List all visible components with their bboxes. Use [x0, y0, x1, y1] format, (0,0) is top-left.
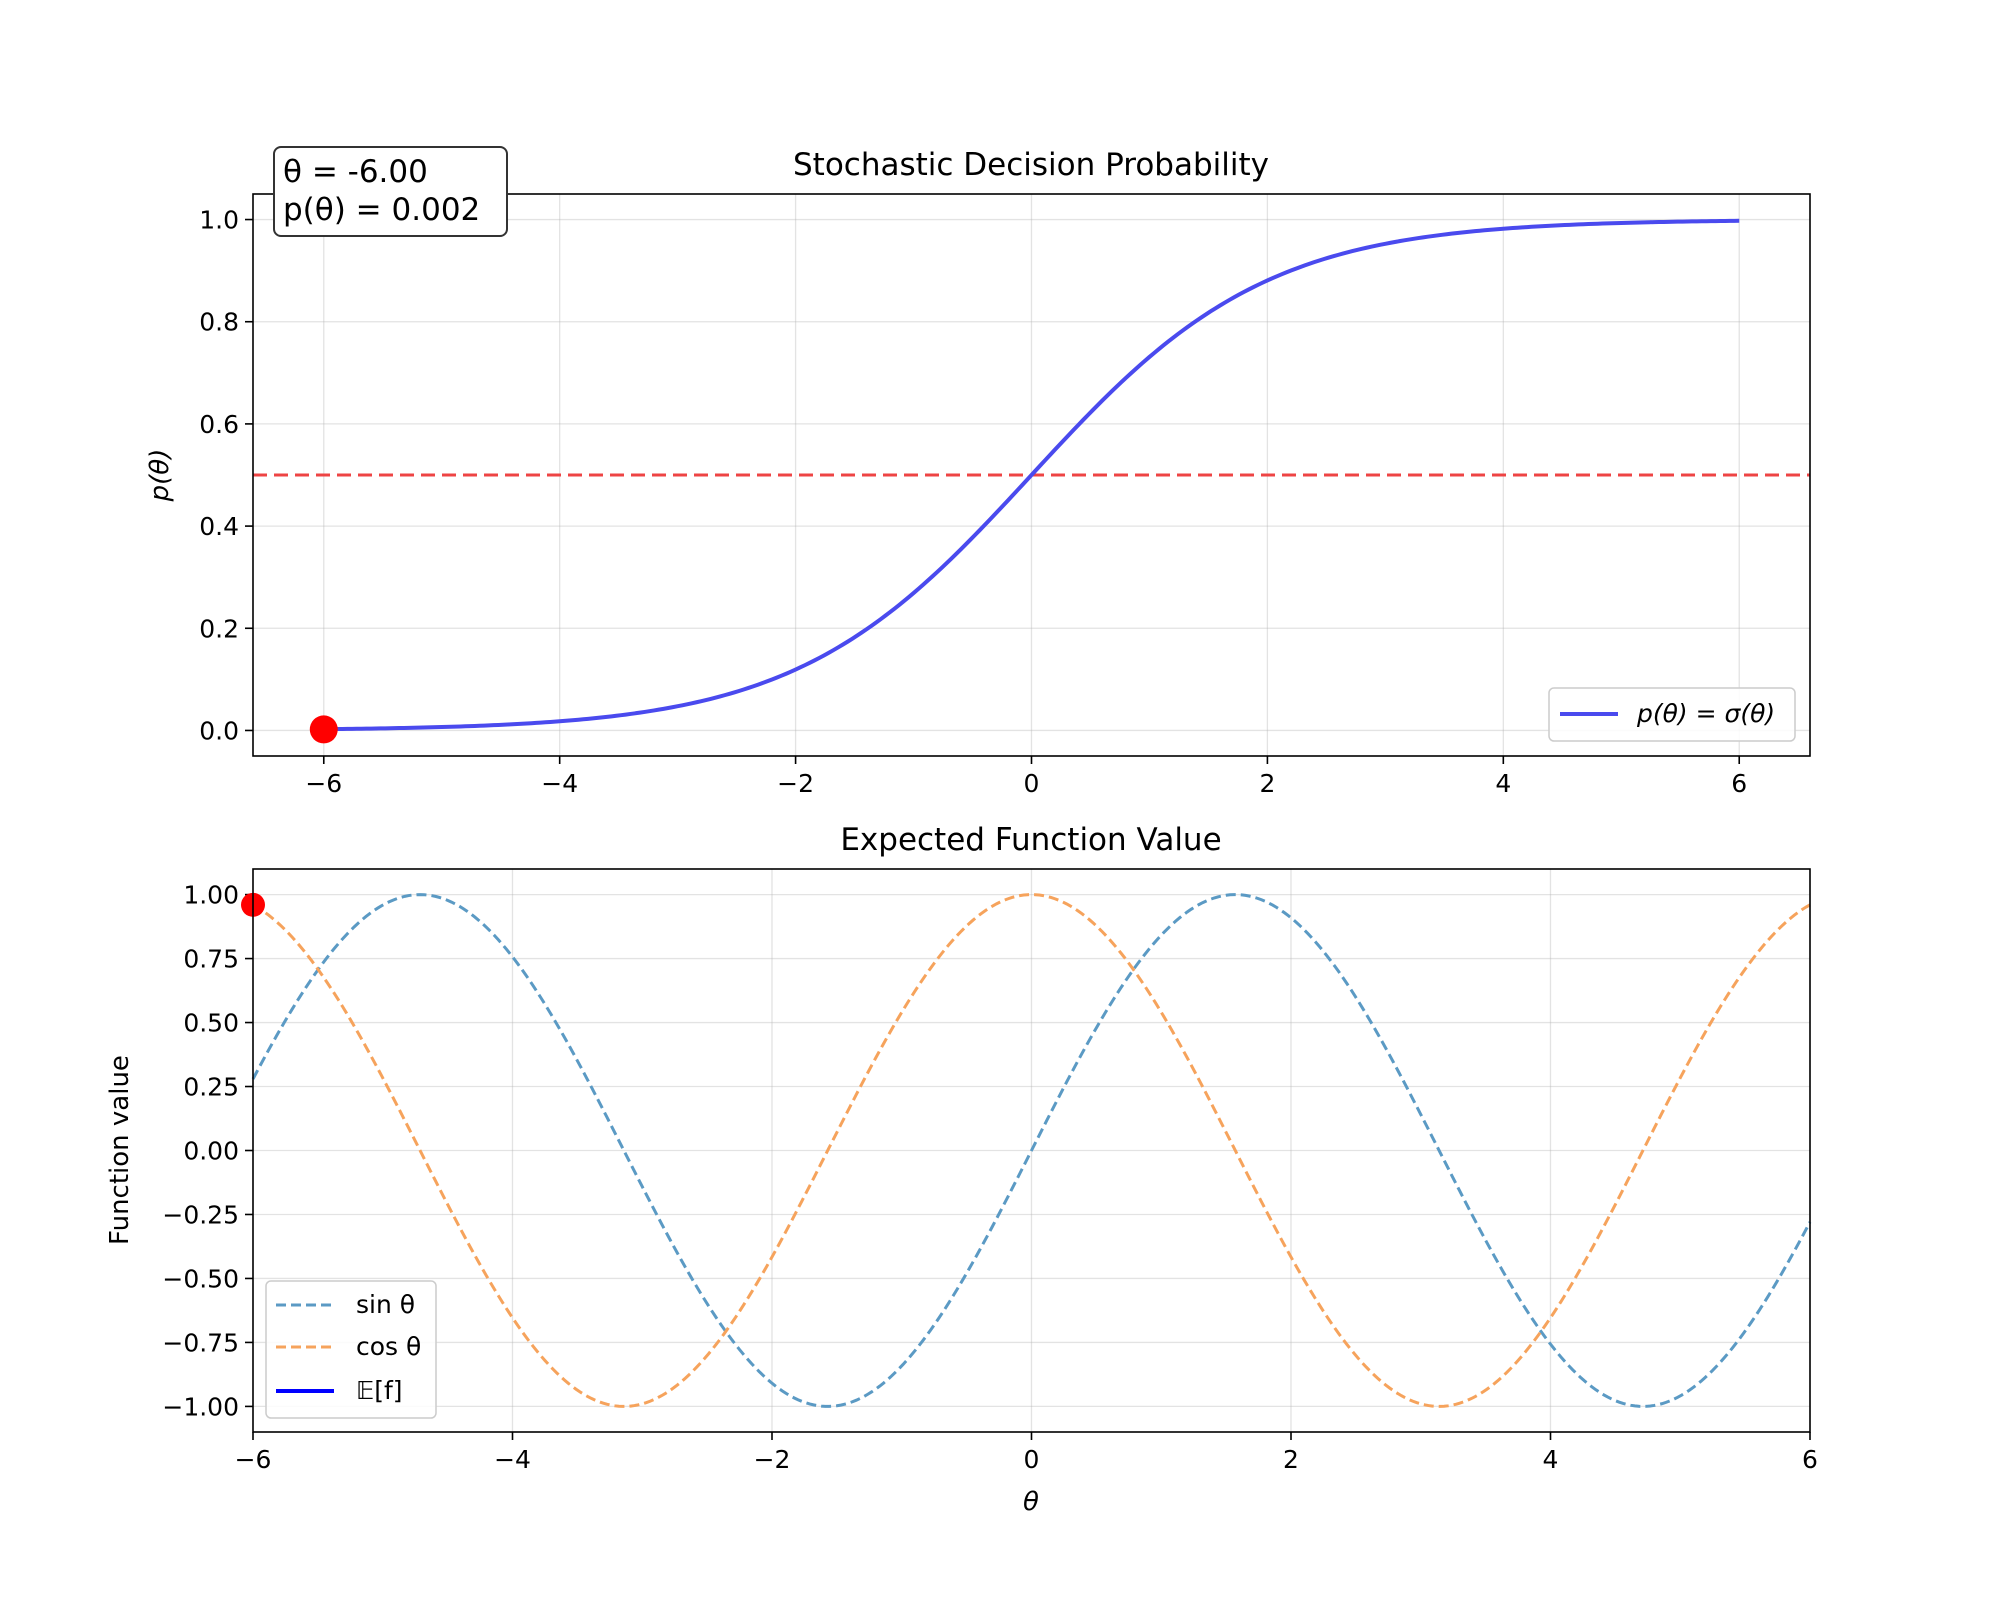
x-tick-label: 4	[1495, 769, 1511, 798]
x-tick-label: 0	[1024, 1445, 1040, 1474]
annotation-probability: p(θ) = 0.002	[283, 192, 480, 228]
y-axis-ticks: 0.0 0.2 0.4 0.6 0.8 1.0	[199, 206, 253, 745]
plot-frame	[252, 868, 1811, 1433]
legend-label-cos: cos θ	[356, 1332, 421, 1361]
y-tick-label: 0.50	[183, 1009, 239, 1038]
legend-label-expected: 𝔼[f]	[356, 1376, 403, 1405]
x-axis-ticks: −6 −4 −2 0 2 4 6	[235, 1432, 1818, 1474]
y-axis-label: p(θ)	[145, 449, 175, 503]
x-tick-label: 4	[1543, 1445, 1559, 1474]
x-tick-label: −2	[777, 769, 814, 798]
y-tick-label: 0.0	[199, 716, 239, 745]
legend-label-sigmoid: p(θ) = σ(θ)	[1636, 699, 1775, 728]
y-tick-label: −0.50	[162, 1264, 239, 1293]
y-tick-label: −1.00	[162, 1392, 239, 1421]
y-tick-label: 0.2	[199, 614, 239, 643]
x-tick-label: −6	[305, 769, 342, 798]
x-tick-label: −2	[754, 1445, 791, 1474]
x-tick-label: −4	[494, 1445, 531, 1474]
y-tick-label: 0.4	[199, 512, 239, 541]
y-axis-ticks: −1.00 −0.75 −0.50 −0.25 0.00 0.25 0.50 0.75 1.00	[162, 881, 253, 1421]
value-annotation: θ = -6.00 p(θ) = 0.002	[273, 146, 508, 237]
x-tick-label: −4	[541, 769, 578, 798]
chart-sigmoid: Stochastic Decision Probability 0.00.20.…	[145, 146, 1811, 798]
annotation-theta: θ = -6.00	[283, 154, 428, 190]
x-tick-label: −6	[235, 1445, 272, 1474]
x-tick-label: 6	[1731, 769, 1747, 798]
x-tick-label: 2	[1283, 1445, 1299, 1474]
y-tick-label: 0.25	[183, 1073, 239, 1102]
y-tick-label: 0.00	[183, 1137, 239, 1166]
plot-frame	[252, 193, 1811, 757]
sigmoid-curve	[323, 218, 1740, 732]
y-tick-label: 0.75	[183, 945, 239, 974]
x-axis-ticks: −6 −4 −2 0 2 4 6	[305, 756, 1747, 798]
x-tick-label: 0	[1024, 769, 1040, 798]
chart-expected-value: Expected Function Value −1.00−0.75−0.50−…	[105, 822, 1818, 1517]
x-tick-label: 2	[1259, 769, 1275, 798]
y-axis-label-text: p(θ)	[145, 449, 175, 503]
chart-title: Expected Function Value	[840, 822, 1221, 858]
x-tick-label: 6	[1802, 1445, 1818, 1474]
y-tick-label: 0.8	[199, 308, 239, 337]
y-tick-label: −0.25	[162, 1200, 239, 1229]
chart-title: Stochastic Decision Probability	[793, 147, 1269, 183]
y-tick-label: 1.00	[183, 881, 239, 910]
legend: p(θ) = σ(θ)	[1548, 687, 1796, 742]
legend-label-sin: sin θ	[356, 1290, 415, 1319]
y-tick-label: −0.75	[162, 1328, 239, 1357]
y-axis-label: Function value	[105, 1055, 135, 1245]
legend: sin θ cos θ 𝔼[f]	[265, 1280, 437, 1419]
sin-curve	[251, 893, 1812, 1408]
y-tick-label: 0.6	[199, 410, 239, 439]
current-point-marker	[309, 715, 338, 744]
x-axis-label: θ	[1023, 1487, 1039, 1517]
y-tick-label: 1.0	[199, 206, 239, 235]
